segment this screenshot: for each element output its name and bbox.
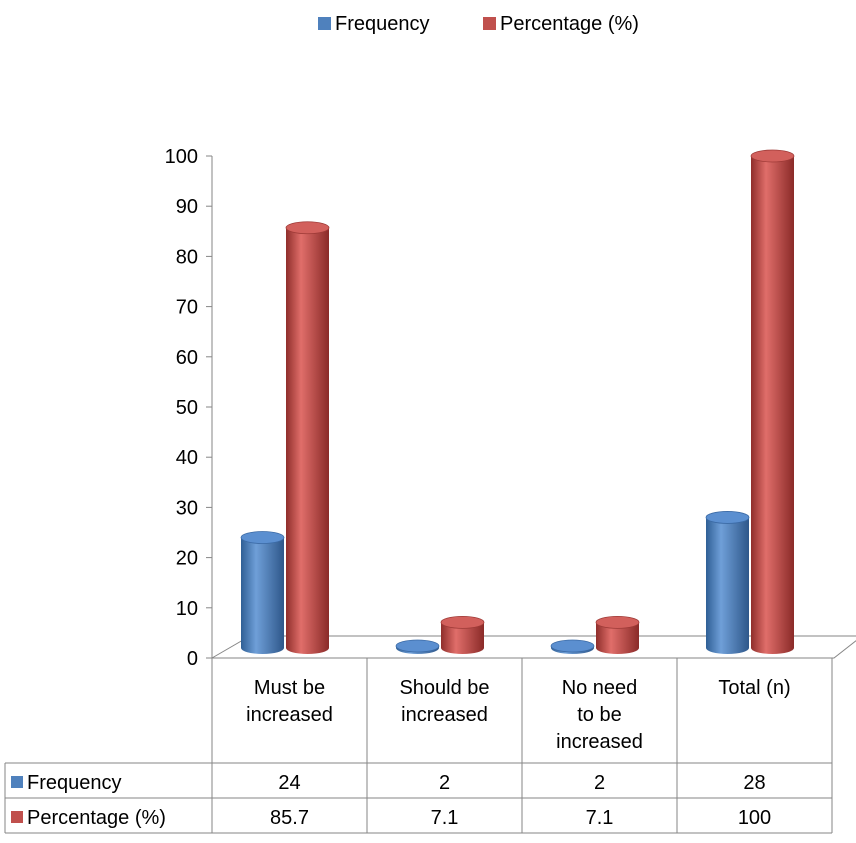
bar-body-1-0: [286, 227, 329, 654]
table-cell-0-0: 24: [278, 772, 300, 794]
bar-1-0: [285, 221, 330, 654]
category-label-0-0: Must be: [254, 677, 325, 699]
chart-floor: [210, 635, 856, 659]
table-cell-1-2: 7.1: [586, 807, 614, 829]
legend-label-0: Frequency: [335, 13, 430, 35]
table-cell-0-3: 28: [743, 772, 765, 794]
y-tick-label-0: 0: [187, 648, 198, 670]
table-swatch-1: [11, 811, 23, 823]
table-cell-1-3: 100: [738, 807, 771, 829]
bar-body-1-1: [441, 622, 484, 654]
bar-body-1-3: [751, 156, 794, 654]
category-label-2-0: No need: [562, 677, 638, 699]
table-cell-1-0: 85.7: [270, 807, 309, 829]
bar-body-0-0: [241, 537, 284, 654]
bar-0-0: [240, 531, 285, 654]
floor-outline: [210, 635, 856, 659]
y-tick-label-2: 20: [176, 548, 198, 570]
table-cell-1-1: 7.1: [431, 807, 459, 829]
bar-body-0-3: [706, 517, 749, 654]
y-tick-label-9: 90: [176, 196, 198, 218]
bars: [240, 149, 795, 654]
bar-0-1: [395, 639, 440, 654]
bar-cap-0-1: [395, 639, 440, 653]
table-swatch-0: [11, 776, 23, 788]
y-tick-label-8: 80: [176, 246, 198, 268]
bar-1-2: [595, 615, 640, 654]
table-row-label-0: Frequency: [27, 772, 122, 794]
bar-0-3: [705, 511, 750, 654]
category-label-2-1: to be: [577, 704, 621, 726]
legend: Frequency Percentage (%): [318, 13, 639, 35]
category-label-3-0: Total (n): [718, 677, 790, 699]
category-label-0-1: increased: [246, 704, 333, 726]
bar-cap-1-2: [595, 615, 640, 629]
y-tick-label-6: 60: [176, 347, 198, 369]
bar-cap-1-1: [440, 615, 485, 629]
bar-body-1-2: [596, 622, 639, 654]
bar-cap-0-3: [705, 511, 750, 524]
legend-swatch-1: [483, 17, 496, 30]
bar-1-1: [440, 615, 485, 654]
bar-cap-0-2: [550, 639, 595, 653]
legend-swatch-0: [318, 17, 331, 30]
legend-label-1: Percentage (%): [500, 13, 639, 35]
y-tick-label-5: 50: [176, 397, 198, 419]
category-label-1-0: Should be: [399, 677, 489, 699]
y-tick-label-10: 100: [165, 146, 198, 168]
y-tick-label-1: 10: [176, 598, 198, 620]
bar-1-3: [750, 149, 795, 654]
data-table: Must be increased Should be increased No nee…: [4, 658, 833, 834]
bar-0-2: [550, 639, 595, 654]
table-cell-0-1: 2: [439, 772, 450, 794]
y-axis: 0 10 20 30 40 50 60 70 80 90 100: [165, 146, 213, 670]
bar-cap-1-3: [750, 149, 795, 163]
y-tick-label-7: 70: [176, 297, 198, 319]
bar-cap-1-0: [285, 221, 330, 235]
table-cell-0-2: 2: [594, 772, 605, 794]
y-tick-label-4: 40: [176, 447, 198, 469]
category-label-2-2: increased: [556, 731, 643, 753]
table-row-label-1: Percentage (%): [27, 807, 166, 829]
bar-cap-0-0: [240, 531, 285, 544]
category-label-1-1: increased: [401, 704, 488, 726]
y-tick-label-3: 30: [176, 497, 198, 519]
